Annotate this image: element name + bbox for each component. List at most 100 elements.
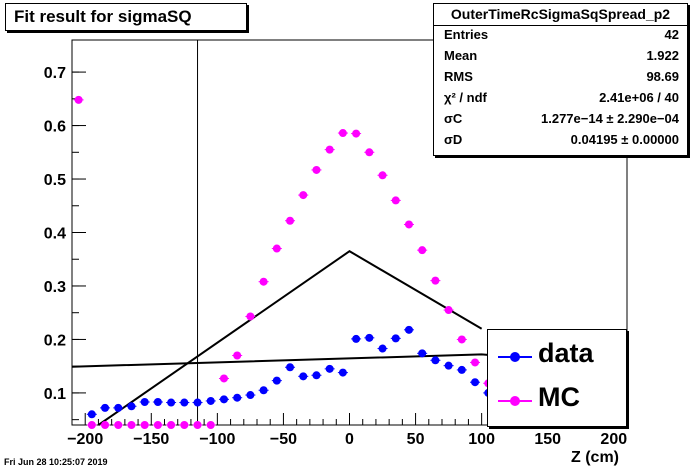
data-point-data (193, 398, 202, 407)
stat-value: 42 (664, 27, 679, 42)
data-point-mc (312, 165, 321, 174)
y-tick-label: 0.1 (44, 386, 66, 403)
chart-title: Fit result for sigmaSQ (14, 7, 192, 26)
x-tick-label: 100 (468, 431, 495, 448)
data-point-data (352, 334, 361, 343)
data-point-data (365, 333, 374, 342)
stat-row-sigma-c: σC 1.277e−14 ± 2.290e−04 (434, 109, 687, 130)
stat-label: σD (444, 132, 463, 147)
data-point-mc (431, 276, 440, 285)
x-tick-label: 150 (534, 431, 561, 448)
data-point-data (206, 396, 215, 405)
y-tick-label: 0.6 (44, 119, 66, 136)
data-point-mc (299, 191, 308, 200)
stat-value: 98.69 (646, 69, 679, 84)
data-point-data (233, 393, 242, 402)
legend-item-mc: MC (488, 380, 626, 420)
x-tick-label: 200 (600, 431, 627, 448)
data-point-data (140, 398, 149, 407)
data-point-mc (74, 95, 83, 104)
stat-row-entries: Entries 42 (434, 25, 687, 46)
y-tick-label: 0.3 (44, 279, 66, 296)
data-point-data (431, 356, 440, 365)
data-point-data (299, 372, 308, 381)
stat-value: 0.04195 ± 0.00000 (570, 132, 679, 147)
legend: data MC (487, 329, 627, 427)
data-point-mc (246, 312, 255, 321)
data-point-data (246, 391, 255, 400)
data-point-data (391, 334, 400, 343)
data-point-data (219, 395, 228, 404)
stat-label: RMS (444, 69, 473, 84)
data-point-mc (418, 246, 427, 255)
x-tick-label: −200 (67, 431, 103, 448)
data-point-data (286, 363, 295, 372)
y-tick-label: 0.2 (44, 332, 66, 349)
x-tick-label: −150 (133, 431, 169, 448)
data-point-mc (180, 421, 189, 429)
data-point-data (378, 344, 387, 353)
stat-label: Mean (444, 48, 478, 63)
data-point-data (312, 371, 321, 380)
data-point-data (180, 398, 189, 407)
x-tick-label: 0 (345, 431, 354, 448)
data-point-data (167, 398, 176, 407)
data-point-mc (352, 129, 361, 138)
legend-dot-mc (510, 396, 520, 406)
data-point-data (87, 410, 96, 419)
data-point-data (153, 398, 162, 407)
timestamp: Fri Jun 28 10:25:07 2019 (4, 457, 108, 467)
data-point-mc (286, 216, 295, 225)
fit-line (97, 250, 483, 426)
data-point-data (338, 368, 347, 377)
data-point-data (404, 325, 413, 334)
stats-box: OuterTimeRcSigmaSqSpread_p2 Entries 42 M… (433, 3, 688, 156)
legend-label-data: data (538, 338, 594, 368)
data-point-mc (140, 421, 149, 429)
data-point-mc (259, 277, 268, 286)
stat-value: 1.922 (646, 48, 679, 63)
data-point-mc (457, 335, 466, 344)
stat-value: 2.41e+06 / 40 (599, 90, 679, 105)
data-point-mc (87, 421, 96, 429)
data-point-mc (219, 374, 228, 383)
y-tick-label: 0.7 (44, 65, 66, 82)
data-point-mc (325, 145, 334, 154)
stat-row-sigma-d: σD 0.04195 ± 0.00000 (434, 130, 687, 151)
data-point-data (114, 403, 123, 412)
stat-row-rms: RMS 98.69 (434, 67, 687, 88)
y-tick-label: 0.4 (44, 226, 66, 243)
data-point-mc (338, 129, 347, 138)
data-point-mc (404, 220, 413, 229)
stat-row-mean: Mean 1.922 (434, 46, 687, 67)
data-point-mc (378, 171, 387, 180)
stat-row-chi2: χ² / ndf 2.41e+06 / 40 (434, 88, 687, 109)
data-point-mc (167, 421, 176, 429)
data-point-mc (206, 421, 215, 429)
data-point-data (457, 365, 466, 374)
data-point-mc (114, 421, 123, 429)
data-point-data (418, 349, 427, 358)
data-point-data (272, 376, 281, 385)
x-axis-label: Z (cm) (571, 449, 619, 466)
stat-label: χ² / ndf (444, 90, 487, 105)
data-point-mc (391, 196, 400, 205)
data-point-mc (365, 148, 374, 157)
data-point-mc (193, 421, 202, 429)
data-point-mc (101, 421, 110, 429)
stat-value: 1.277e−14 ± 2.290e−04 (541, 111, 679, 126)
axis-ticks: −200 −150 −100 −50 0 50 100 150 200 0.1 0.2 0.3 0.4 0… (44, 65, 627, 448)
legend-label-mc: MC (538, 382, 580, 412)
stat-label: σC (444, 111, 463, 126)
x-tick-label: −100 (199, 431, 235, 448)
x-tick-label: 50 (407, 431, 425, 448)
data-point-mc (272, 244, 281, 253)
stat-label: Entries (444, 27, 489, 42)
y-tick-label: 0.5 (44, 172, 66, 189)
data-point-data (259, 386, 268, 395)
data-point-mc (233, 351, 242, 360)
data-point-data (471, 378, 480, 387)
data-point-mc (471, 358, 480, 367)
legend-item-data: data (488, 336, 626, 376)
title-box: Fit result for sigmaSQ (5, 3, 247, 31)
